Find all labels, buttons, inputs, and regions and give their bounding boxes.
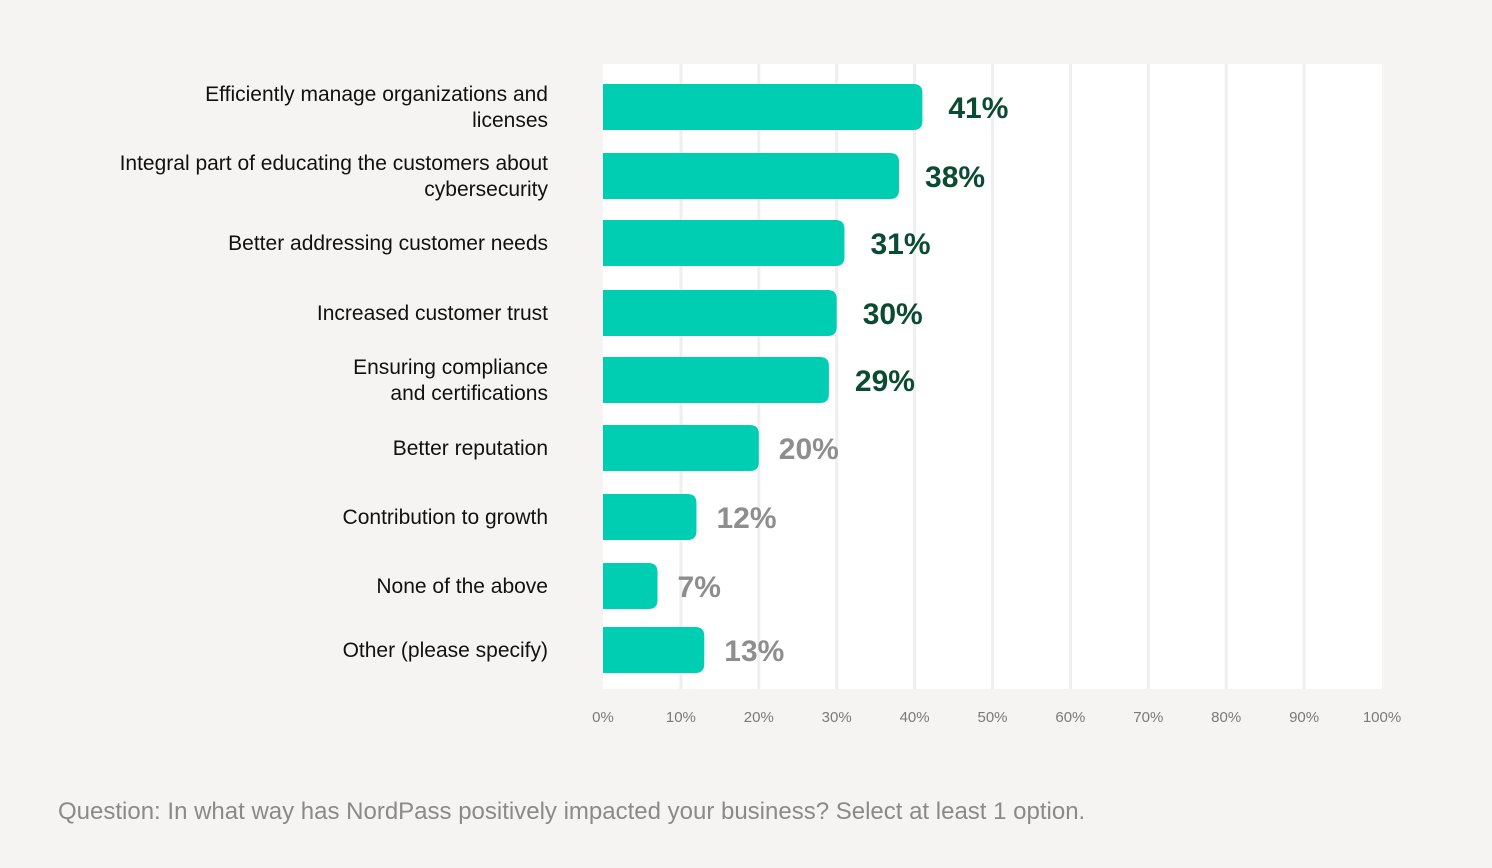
category-label: Other (please specify) <box>343 639 548 662</box>
x-tick-label: 60% <box>1055 709 1085 726</box>
category-label: None of the above <box>376 575 548 598</box>
bar <box>603 494 697 540</box>
x-tick-label: 80% <box>1211 709 1241 726</box>
value-label: 12% <box>716 502 776 535</box>
category-label: Contribution to growth <box>343 506 548 529</box>
x-tick-label: 20% <box>744 709 774 726</box>
gridline <box>1302 64 1306 689</box>
bar-chart: 0% 10% 20% 30% 40% 50% 60% 70% 80% 90% 100% 41% Effi… <box>120 64 1401 726</box>
x-tick-label: 40% <box>900 709 930 726</box>
category-label: Ensuring compliance <box>353 356 548 379</box>
category-label: licenses <box>472 109 548 132</box>
gridline <box>913 64 917 689</box>
gridline <box>1224 64 1228 689</box>
gridline <box>991 64 994 689</box>
bar <box>603 627 705 673</box>
bar <box>603 220 845 266</box>
bar <box>603 563 658 609</box>
value-label: 30% <box>863 298 923 331</box>
bar <box>603 425 759 471</box>
value-label: 13% <box>724 635 784 668</box>
x-tick-label: 30% <box>822 709 852 726</box>
category-label: Efficiently manage organizations and <box>205 83 548 106</box>
value-label: 38% <box>925 161 985 194</box>
x-tick-label: 100% <box>1363 709 1401 726</box>
category-label: Better reputation <box>393 437 548 460</box>
x-tick-label: 90% <box>1289 709 1319 726</box>
bar <box>603 84 923 130</box>
bar <box>603 153 900 199</box>
x-tick-label: 50% <box>977 709 1007 726</box>
value-label: 31% <box>870 228 930 261</box>
bar <box>603 290 837 336</box>
x-tick-label: 70% <box>1133 709 1163 726</box>
value-label: 7% <box>678 571 721 604</box>
question-footnote: Question: In what way has NordPass posit… <box>58 798 1086 825</box>
gridline <box>835 64 839 689</box>
category-label: cybersecurity <box>424 178 548 201</box>
category-label: Increased customer trust <box>317 302 548 325</box>
x-tick-label: 0% <box>592 709 614 726</box>
x-tick-label: 10% <box>666 709 696 726</box>
gridline <box>1146 64 1150 689</box>
value-label: 41% <box>948 92 1008 125</box>
category-label: Integral part of educating the customers… <box>120 152 549 175</box>
value-label: 20% <box>779 433 839 466</box>
category-label: Better addressing customer needs <box>228 232 548 255</box>
gridline <box>1068 64 1072 689</box>
value-label: 29% <box>855 365 915 398</box>
category-label: and certifications <box>390 382 548 405</box>
bar <box>603 357 829 403</box>
